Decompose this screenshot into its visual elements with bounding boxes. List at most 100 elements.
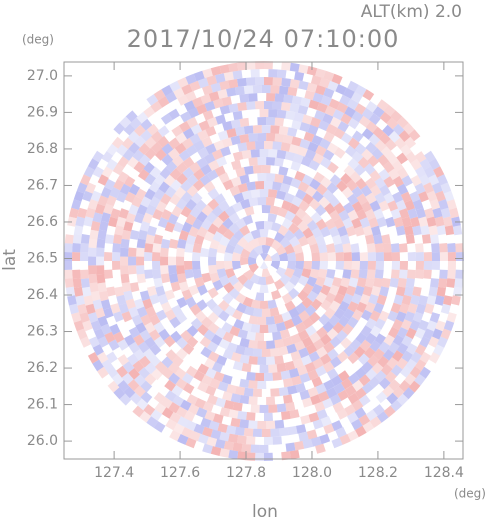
radar-cell — [142, 298, 153, 310]
x-tick-label: 127.4 — [94, 465, 134, 481]
radar-cell — [232, 360, 244, 371]
radar-cell — [140, 391, 153, 404]
radar-cell — [266, 197, 276, 206]
radar-cell — [133, 334, 145, 346]
radar-cell — [378, 200, 390, 212]
radar-cell — [415, 261, 424, 270]
radar-cell — [189, 206, 202, 219]
radar-cell — [415, 303, 426, 315]
radar-cell — [207, 188, 220, 200]
radar-cell — [134, 298, 145, 310]
radar-cell — [223, 228, 235, 240]
radar-cell — [241, 321, 252, 332]
radar-cell — [299, 138, 311, 150]
radar-cell — [292, 268, 303, 279]
radar-cell — [97, 195, 109, 207]
radar-cell — [347, 158, 360, 170]
radar-cell — [371, 362, 384, 375]
radar-cell — [284, 360, 296, 371]
radar-cell — [297, 105, 309, 115]
radar-cell — [359, 217, 371, 229]
radar-cell — [354, 285, 365, 297]
radar-cell — [204, 410, 216, 422]
radar-cell — [414, 182, 426, 195]
radar-cell — [383, 176, 395, 188]
radar-cell — [196, 324, 209, 336]
radar-cell — [136, 306, 148, 318]
radar-cell — [155, 285, 166, 297]
radar-cell — [283, 394, 293, 404]
radar-cell — [257, 356, 267, 366]
radar-cell — [228, 409, 239, 419]
radar-cell — [121, 311, 133, 323]
radar-cell — [252, 348, 262, 357]
radar-cell — [232, 70, 243, 80]
radar-cell — [370, 184, 382, 197]
radar-cell — [270, 388, 280, 397]
y-tick-label: 26.7 — [27, 177, 58, 193]
radar-cell — [272, 141, 282, 151]
radar-cell — [239, 419, 249, 429]
radar-cell — [177, 434, 189, 445]
radar-cell — [194, 234, 205, 246]
radar-cell — [311, 376, 323, 388]
radar-cell — [241, 362, 252, 373]
radar-cell — [377, 154, 390, 167]
y-tick-label: 26.5 — [27, 250, 58, 266]
radar-cell — [210, 66, 222, 76]
radar-cell — [168, 238, 179, 249]
radar-cell — [237, 451, 247, 461]
radar-cell — [160, 193, 172, 205]
radar-cell — [235, 386, 245, 396]
radar-cell — [205, 143, 217, 155]
radar-cell — [164, 390, 177, 402]
radar-cell — [128, 341, 140, 354]
radar-cell — [101, 151, 114, 163]
radar-cell — [164, 221, 176, 233]
radar-cell — [268, 189, 278, 199]
radar-cell — [365, 317, 377, 330]
radar-cell — [144, 321, 156, 334]
radar-cell — [71, 312, 82, 323]
radar-cell — [292, 153, 304, 164]
radar-cell — [298, 80, 309, 91]
radar-cell — [204, 358, 216, 370]
radar-cell — [117, 156, 130, 168]
radar-cell — [299, 389, 311, 400]
radar-cell — [237, 61, 247, 71]
radar-cell — [304, 90, 315, 101]
radar-cell — [353, 164, 366, 176]
radar-cell — [373, 277, 383, 288]
radar-cell — [252, 428, 262, 437]
radar-cell — [376, 411, 389, 423]
radar-cell — [235, 126, 245, 136]
radar-cell — [110, 303, 121, 314]
radar-cell — [237, 236, 249, 248]
radar-cell — [319, 433, 331, 445]
radar-cell — [397, 183, 409, 195]
radar-cell — [110, 208, 121, 219]
radar-cell — [333, 293, 345, 305]
radar-cell — [337, 389, 350, 401]
radar-cell — [270, 252, 281, 261]
radar-cell — [165, 160, 178, 173]
radar-cell — [439, 243, 448, 253]
radar-cell — [150, 368, 163, 381]
radar-cell — [255, 180, 264, 190]
radar-cell — [437, 174, 448, 186]
radar-cell — [150, 101, 163, 113]
radar-cell — [380, 146, 393, 159]
radar-cell — [228, 212, 240, 224]
radar-cell — [340, 132, 353, 144]
radar-cell — [365, 409, 378, 421]
radar-cell — [390, 269, 400, 279]
radar-cell — [320, 353, 332, 365]
radar-cell — [186, 325, 199, 337]
radar-cell — [189, 430, 201, 442]
radar-cell — [215, 438, 226, 449]
radar-cell — [261, 204, 271, 214]
radar-cell — [378, 341, 391, 354]
radar-cell — [208, 351, 220, 363]
radar-cell — [201, 272, 212, 283]
radar-cell — [232, 442, 243, 452]
